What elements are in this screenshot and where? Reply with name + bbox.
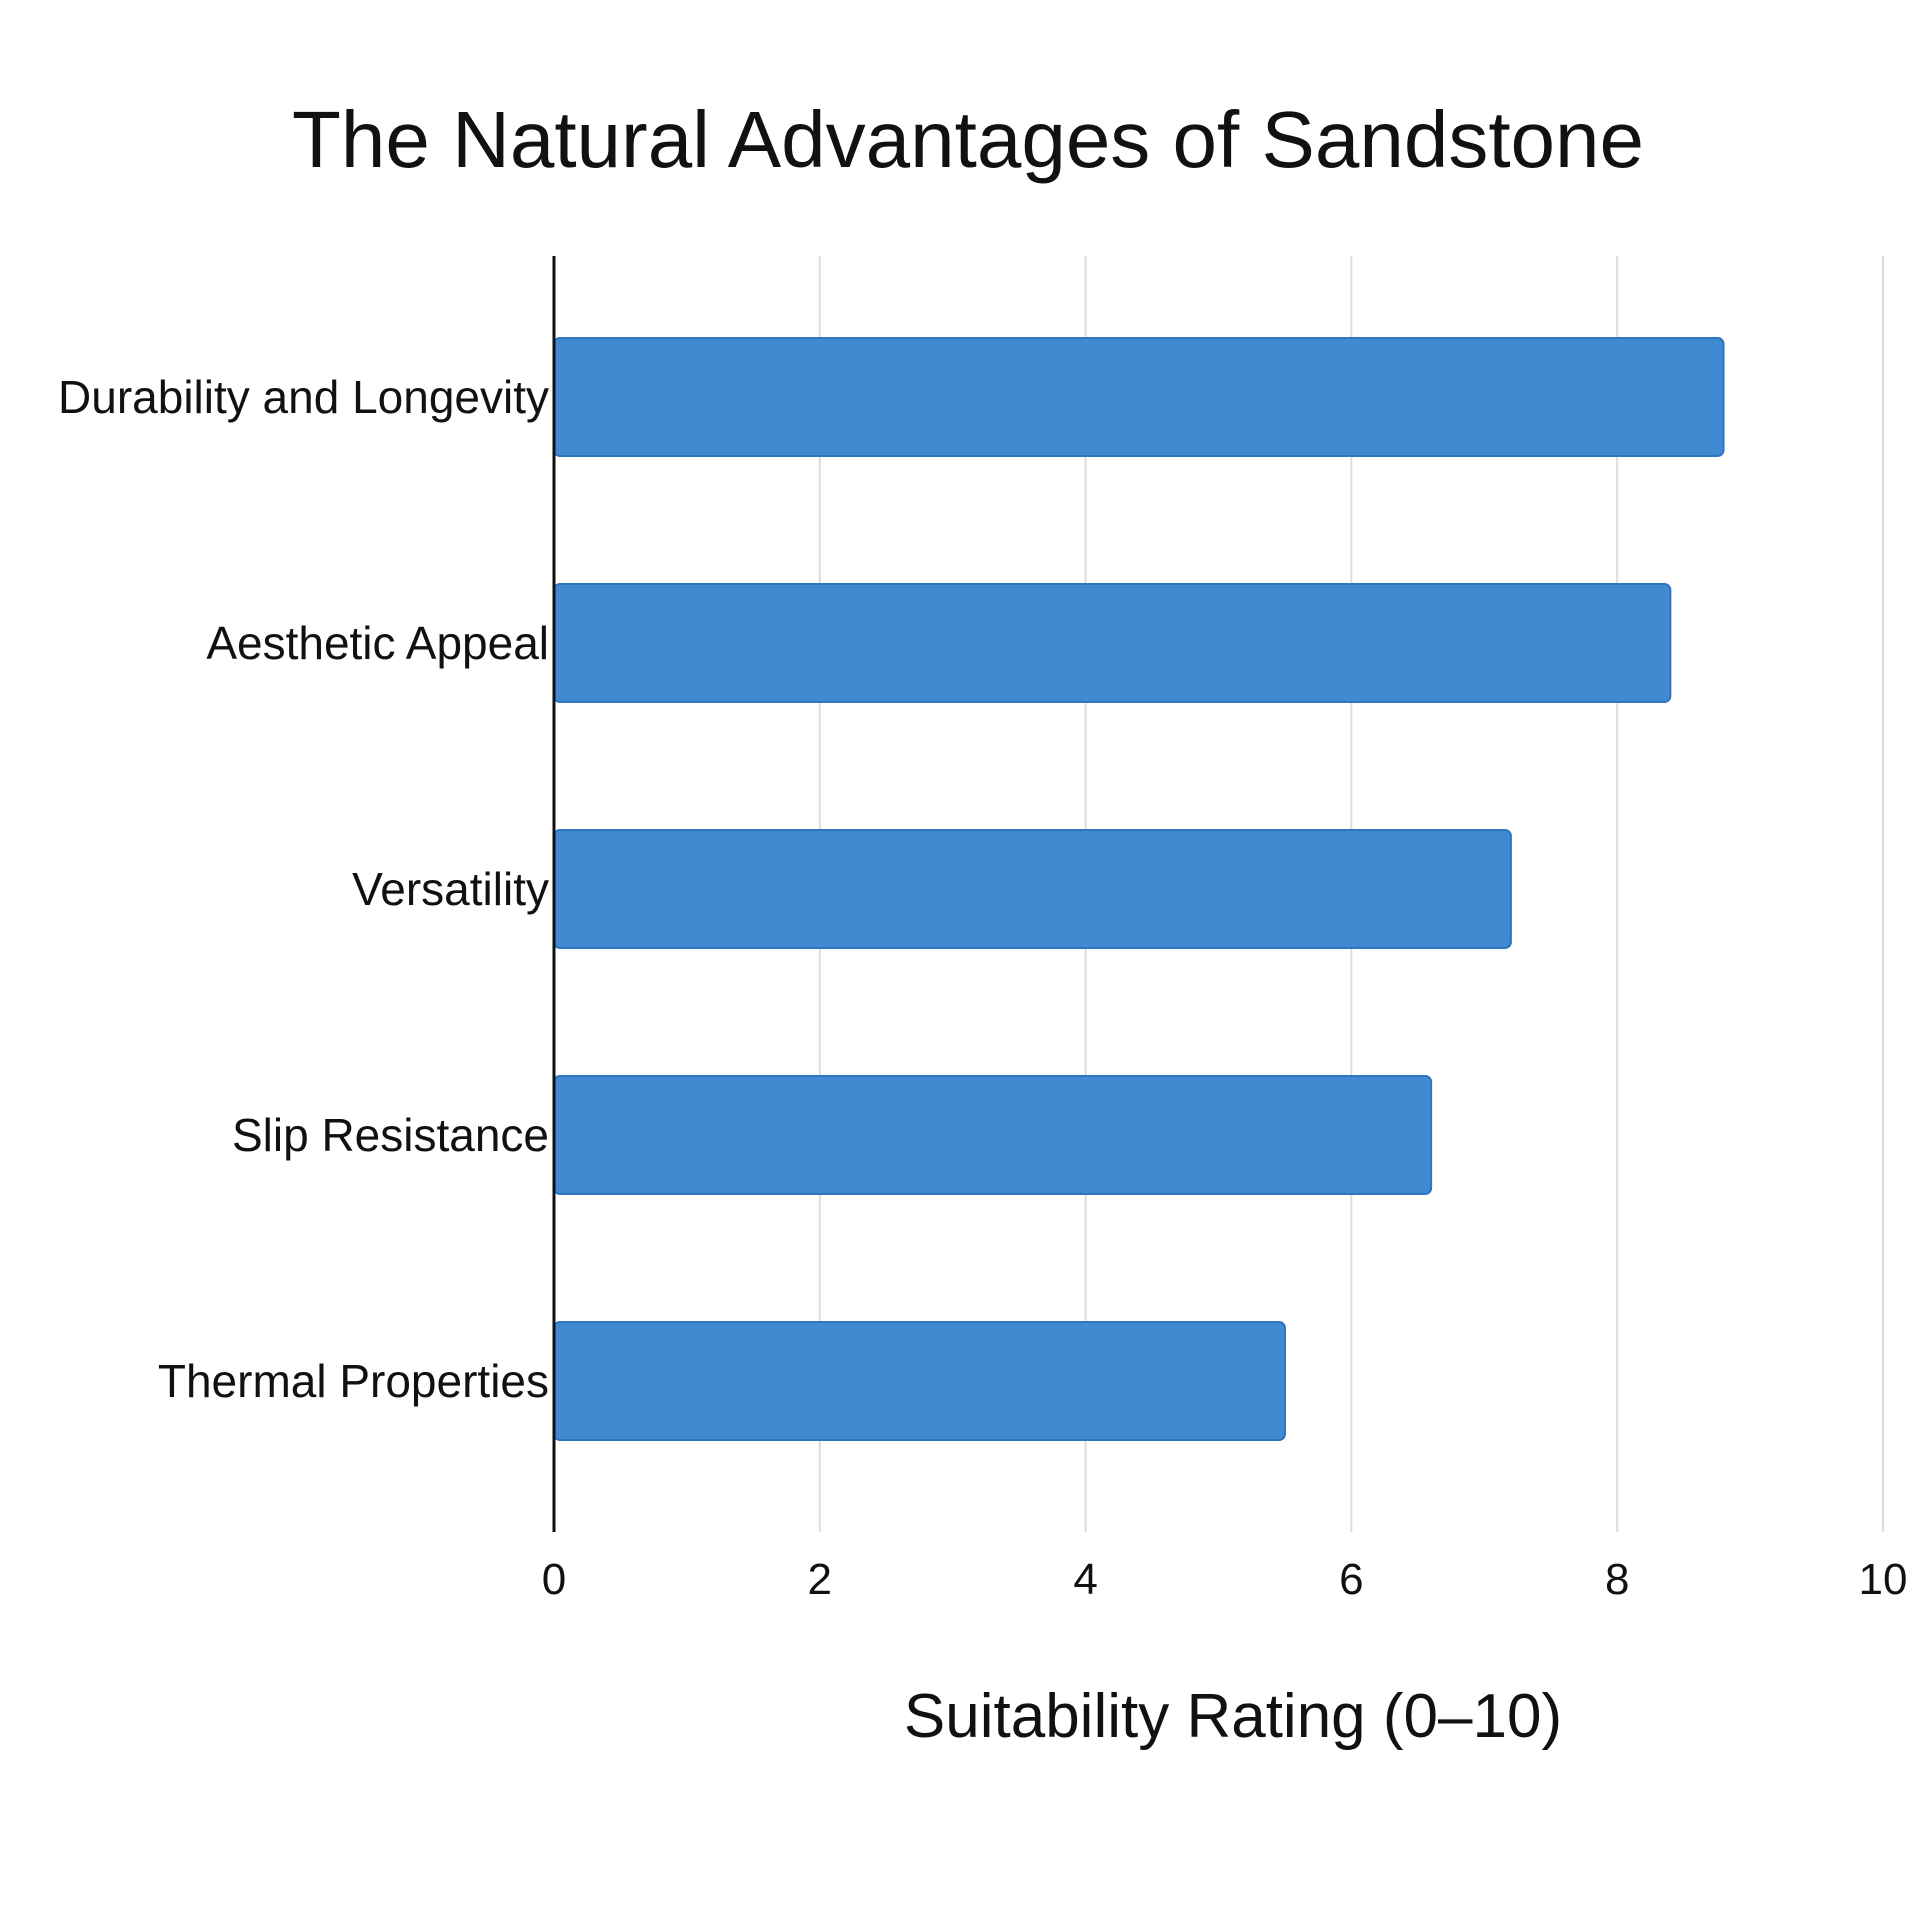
x-tick-label: 6 bbox=[1339, 1555, 1363, 1604]
category-label: Durability and Longevity bbox=[58, 371, 549, 423]
x-tick-label: 8 bbox=[1605, 1555, 1629, 1604]
category-labels: Durability and Longevity Aesthetic Appeal… bbox=[58, 371, 549, 1407]
chart-title: The Natural Advantages of Sandstone bbox=[292, 95, 1644, 184]
bar bbox=[553, 829, 1512, 949]
category-label: Aesthetic Appeal bbox=[206, 617, 549, 669]
x-tick-label: 10 bbox=[1859, 1555, 1908, 1604]
category-label: Versatility bbox=[352, 863, 549, 915]
category-label: Slip Resistance bbox=[232, 1109, 549, 1161]
bars bbox=[553, 337, 1725, 1441]
bar bbox=[553, 1321, 1286, 1441]
x-tick-label: 0 bbox=[542, 1555, 566, 1604]
x-tick-label: 2 bbox=[808, 1555, 832, 1604]
x-tick-labels: 0 2 4 6 8 10 bbox=[542, 1555, 1908, 1604]
bar bbox=[553, 1075, 1433, 1195]
bar bbox=[553, 583, 1672, 703]
category-label: Thermal Properties bbox=[158, 1355, 549, 1407]
bar bbox=[553, 337, 1725, 457]
x-axis-title: Suitability Rating (0–10) bbox=[904, 1682, 1562, 1751]
x-tick-label: 4 bbox=[1073, 1555, 1097, 1604]
